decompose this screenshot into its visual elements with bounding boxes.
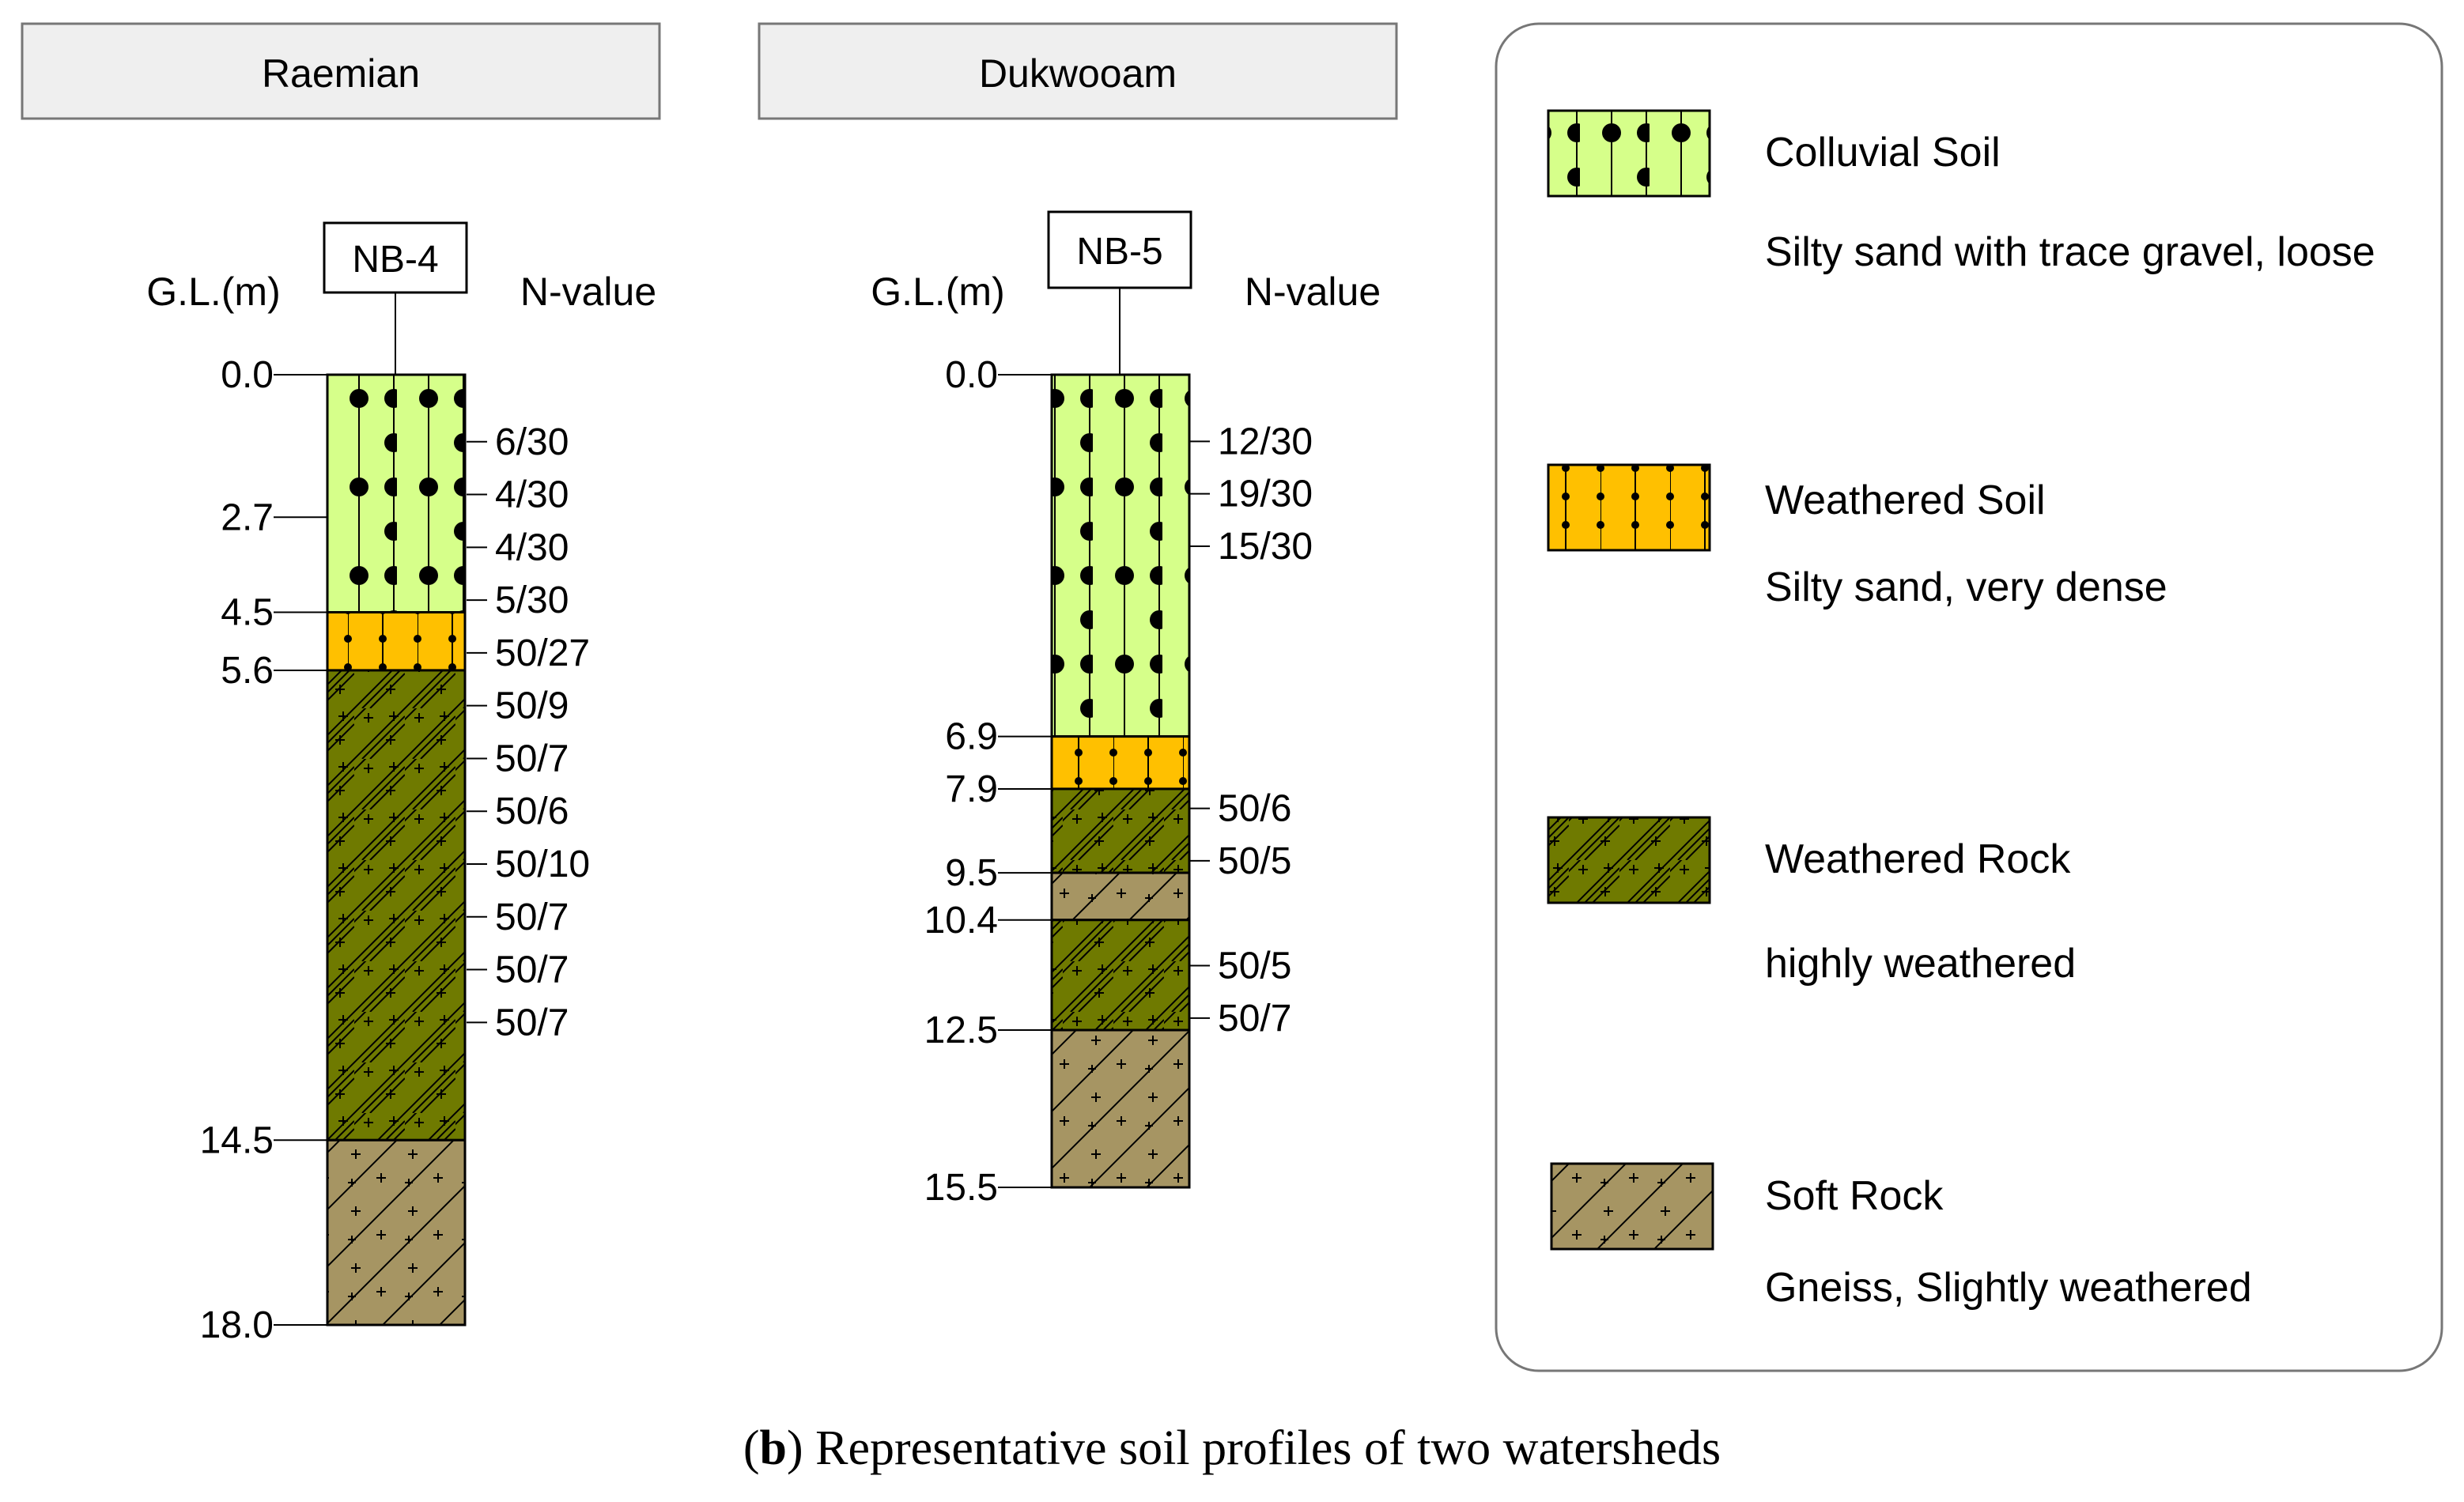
nvalue-label: 50/27 bbox=[495, 632, 590, 674]
depth-header: G.L.(m) bbox=[146, 270, 280, 314]
depth-label: 6.9 bbox=[945, 716, 998, 758]
depth-label: 7.9 bbox=[945, 768, 998, 810]
layer-soft-rock bbox=[326, 1138, 467, 1327]
nvalue-label: 50/7 bbox=[495, 1002, 569, 1043]
legend-desc: Silty sand, very dense bbox=[1765, 564, 2167, 610]
depth-label: 9.5 bbox=[945, 852, 998, 894]
nvalue-label: 50/7 bbox=[495, 896, 569, 938]
depth-label: 15.5 bbox=[924, 1167, 998, 1209]
borehole-profile-nb5: NB-5 G.L.(m) N-value 0.0 6.9 7.9 9.5 10.4 12.… bbox=[871, 210, 1381, 1209]
layer-colluvial bbox=[326, 373, 467, 613]
legend-desc: Silty sand with trace gravel, loose bbox=[1765, 229, 2375, 275]
layer-weathered-soil bbox=[326, 611, 467, 672]
depth-label: 14.5 bbox=[200, 1119, 274, 1161]
nvalue-label: 50/7 bbox=[495, 949, 569, 991]
layer-soft-rock bbox=[1050, 871, 1191, 922]
nvalue-label: 50/9 bbox=[495, 685, 569, 727]
legend-name: Weathered Soil bbox=[1765, 477, 2046, 523]
legend-desc: highly weathered bbox=[1765, 941, 2076, 987]
depth-header: G.L.(m) bbox=[871, 270, 1004, 314]
header-raemian: Raemian bbox=[21, 22, 661, 120]
nvalue-label: 15/30 bbox=[1218, 526, 1313, 568]
legend: Colluvial Soil Silty sand with trace grav… bbox=[1495, 22, 2443, 1372]
depth-label: 0.0 bbox=[221, 354, 274, 396]
legend-frame bbox=[1495, 22, 2443, 1372]
legend-swatch bbox=[1550, 1162, 1714, 1251]
nvalue-label: 12/30 bbox=[1218, 421, 1313, 462]
legend-item-colluvial: Colluvial Soil Silty sand with trace grav… bbox=[1547, 109, 2375, 275]
depth-label: 0.0 bbox=[945, 354, 998, 396]
caption-text: Representative soil profiles of two wate… bbox=[815, 1421, 1721, 1475]
nvalue-label: 50/7 bbox=[1218, 998, 1291, 1040]
depth-label: 5.6 bbox=[221, 650, 274, 692]
borehole-id-box bbox=[1047, 210, 1192, 289]
layer-weathered-soil bbox=[1050, 735, 1191, 791]
watershed-name-dukwooam: Dukwooam bbox=[979, 51, 1177, 96]
legend-swatch bbox=[1547, 816, 1711, 904]
depth-label: 10.4 bbox=[924, 900, 998, 942]
nvalue-label: 50/5 bbox=[1218, 945, 1291, 987]
depth-label: 4.5 bbox=[221, 592, 274, 634]
watershed-name-raemian: Raemian bbox=[262, 51, 420, 96]
nvalue-header: N-value bbox=[520, 270, 656, 314]
figure-caption: (b) Representative soil profiles of two … bbox=[743, 1421, 1721, 1475]
nvalue-label: 6/30 bbox=[495, 421, 569, 463]
nvalue-label: 50/6 bbox=[495, 791, 569, 832]
layer-soft-rock bbox=[1050, 1028, 1191, 1189]
legend-name: Weathered Rock bbox=[1765, 836, 2071, 882]
legend-name: Soft Rock bbox=[1765, 1173, 1944, 1219]
borehole-id: NB-5 bbox=[1076, 231, 1162, 273]
borehole-profile-nb4: NB-4 G.L.(m) N-value 0.0 2.7 4.5 5.6 14.5 18.… bbox=[146, 221, 656, 1346]
legend-swatch bbox=[1547, 463, 1711, 552]
nvalue-label: 50/5 bbox=[1218, 840, 1291, 882]
legend-desc: Gneiss, Slightly weathered bbox=[1765, 1265, 2252, 1311]
depth-label: 2.7 bbox=[221, 496, 274, 538]
legend-item-soft-rock: Soft Rock Gneiss, Slightly weathered bbox=[1550, 1162, 2252, 1311]
depth-label: 12.5 bbox=[924, 1010, 998, 1051]
layer-weathered-rock bbox=[1050, 919, 1191, 1032]
nvalue-label: 50/7 bbox=[495, 738, 569, 779]
layer-colluvial bbox=[1050, 373, 1191, 738]
caption-letter: b bbox=[760, 1421, 787, 1475]
borehole-id: NB-4 bbox=[352, 239, 438, 281]
legend-item-weathered-rock: Weathered Rock highly weathered bbox=[1547, 816, 2076, 987]
layer-weathered-rock bbox=[326, 669, 467, 1142]
header-dukwooam: Dukwooam bbox=[758, 22, 1398, 120]
layer-weathered-rock bbox=[1050, 787, 1191, 874]
legend-item-weathered-soil: Weathered Soil Silty sand, very dense bbox=[1547, 463, 2167, 610]
nvalue-label: 4/30 bbox=[495, 474, 569, 516]
legend-swatch bbox=[1547, 109, 1711, 198]
nvalue-label: 4/30 bbox=[495, 526, 569, 568]
nvalue-header: N-value bbox=[1245, 270, 1381, 314]
legend-name: Colluvial Soil bbox=[1765, 130, 2001, 175]
depth-label: 18.0 bbox=[200, 1304, 274, 1346]
nvalue-label: 19/30 bbox=[1218, 474, 1313, 515]
nvalue-label: 50/6 bbox=[1218, 788, 1291, 830]
nvalue-label: 5/30 bbox=[495, 579, 569, 621]
nvalue-label: 50/10 bbox=[495, 843, 590, 885]
